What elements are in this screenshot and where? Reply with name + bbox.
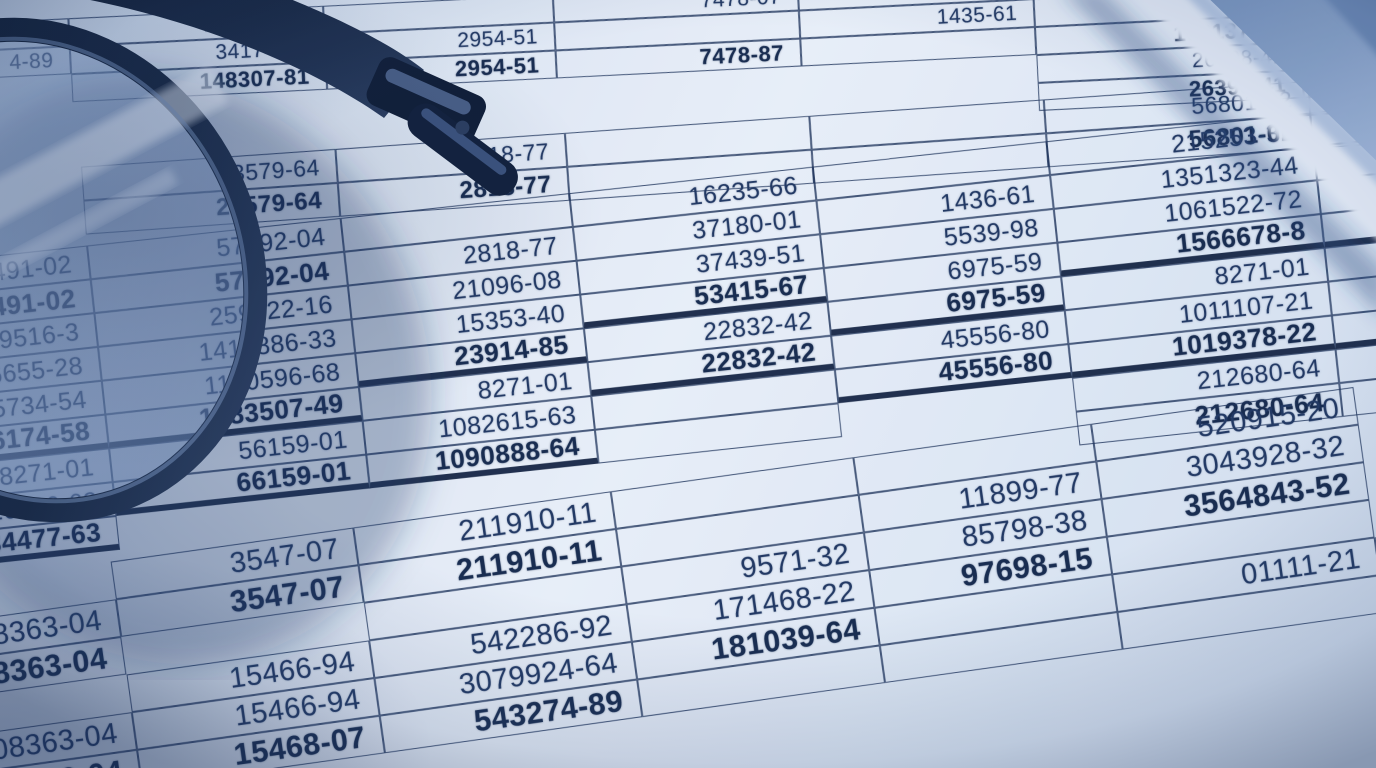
table-gap	[0, 201, 86, 251]
table-gap	[0, 130, 75, 169]
